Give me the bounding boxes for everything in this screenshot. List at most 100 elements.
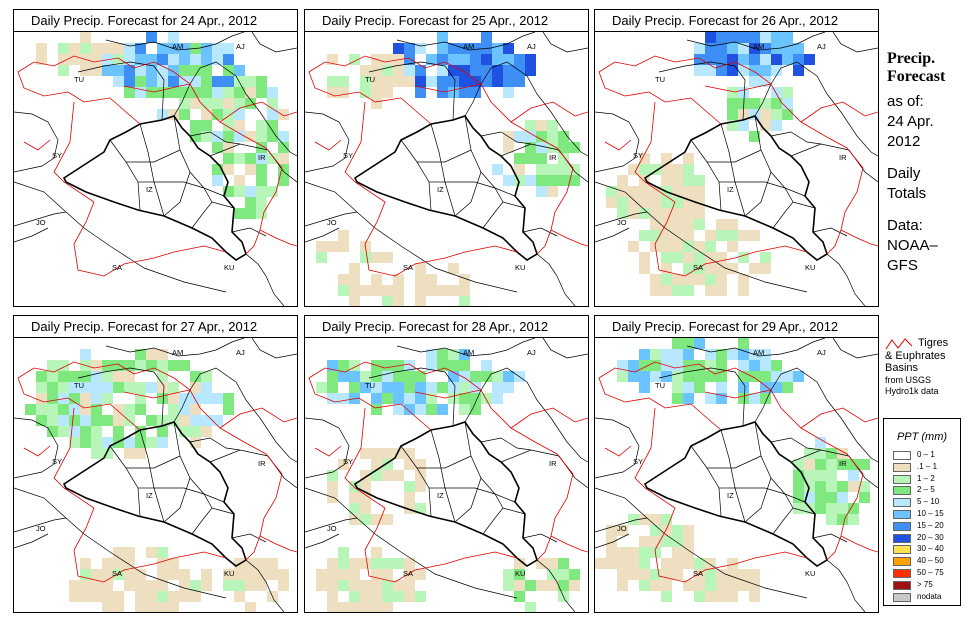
basin-legend-line3: Basins xyxy=(885,362,919,374)
country-label: AJ xyxy=(817,42,826,51)
country-label: SA xyxy=(112,263,122,272)
basin-legend-line1: Tigres xyxy=(918,337,949,349)
basin-legend-line5: Hydro1k data xyxy=(885,386,939,396)
country-label: SY xyxy=(52,151,62,160)
forecast-info: Precip. Forecast as of: 24 Apr. 2012 Dai… xyxy=(887,50,967,276)
country-label: AJ xyxy=(236,348,245,357)
legend-entry: > 75 xyxy=(893,579,957,591)
precip-map: AM AJ TU SY IR JO SA KU IZ xyxy=(305,338,588,612)
legend-swatch xyxy=(893,451,911,460)
legend-title: PPT (mm) xyxy=(896,431,948,443)
country-label: SY xyxy=(343,151,353,160)
country-label: SA xyxy=(403,569,413,578)
legend-entry: 5 – 10 xyxy=(893,497,957,508)
country-label: IZ xyxy=(146,491,153,500)
precip-map: AM AJ TU SY IR JO SA KU IZ xyxy=(14,338,297,612)
legend-label: 0 – 1 xyxy=(917,450,935,459)
precip-map: AM AJ TU SY IR JO SA KU IZ xyxy=(305,32,588,306)
country-label: AM xyxy=(172,42,183,51)
country-label: IZ xyxy=(437,185,444,194)
country-label: IR xyxy=(549,459,557,468)
panel-title: Daily Precip. Forecast for 25 Apr., 2012 xyxy=(305,10,588,32)
country-label: JO xyxy=(36,218,46,227)
legend-swatch xyxy=(893,486,911,496)
legend-swatch xyxy=(893,498,911,508)
legend-swatch xyxy=(893,521,911,531)
legend-label: nodata xyxy=(917,591,942,601)
legend-swatch xyxy=(893,592,911,602)
legend-swatch xyxy=(893,557,911,567)
legend-swatch xyxy=(893,510,911,519)
legend-label: .1 – 1 xyxy=(917,461,938,471)
legend-entry: nodata xyxy=(893,591,957,603)
country-label: JO xyxy=(327,524,337,533)
forecast-panel-28apr: Daily Precip. Forecast for 28 Apr., 2012… xyxy=(304,315,589,613)
legend-entry: 50 – 75 xyxy=(893,568,957,579)
country-label: KU xyxy=(515,263,525,272)
panel-title: Daily Precip. Forecast for 29 Apr., 2012 xyxy=(595,316,878,338)
precip-cells xyxy=(316,349,580,612)
data-source: NOAA– xyxy=(887,237,938,254)
country-label: AM xyxy=(463,348,474,357)
legend-swatch xyxy=(893,474,911,484)
daily-label: Daily xyxy=(887,165,921,182)
country-label: KU xyxy=(224,263,234,272)
legend-entry: 30 – 40 xyxy=(893,544,957,555)
precip-cells xyxy=(606,32,815,296)
forecast-panel-29apr: Daily Precip. Forecast for 29 Apr., 2012… xyxy=(594,315,879,613)
panel-title: Daily Precip. Forecast for 28 Apr., 2012 xyxy=(305,316,588,338)
legend-swatch xyxy=(893,569,911,578)
as-of-label: as of: xyxy=(887,93,924,110)
totals-label: Totals xyxy=(887,185,927,202)
country-label: SA xyxy=(693,263,703,272)
country-label: IZ xyxy=(437,491,444,500)
precip-map: AM AJ TU SY IR JO SA KU IZ xyxy=(595,338,878,612)
country-label: TU xyxy=(74,381,84,390)
panel-title: Daily Precip. Forecast for 27 Apr., 2012 xyxy=(14,316,297,338)
legend-swatch xyxy=(893,580,911,590)
forecast-panel-24apr: Daily Precip. Forecast for 24 Apr., 2012… xyxy=(13,9,298,307)
legend-label: > 75 xyxy=(917,579,933,589)
legend-label: 40 – 50 xyxy=(917,556,944,566)
legend-label: 2 – 5 xyxy=(917,485,935,495)
country-label: IR xyxy=(839,459,847,468)
forecast-panel-26apr: Daily Precip. Forecast for 26 Apr., 2012… xyxy=(594,9,879,307)
country-label: AJ xyxy=(527,42,536,51)
country-label: SA xyxy=(693,569,703,578)
country-label: SY xyxy=(343,457,353,466)
country-label: AM xyxy=(172,348,183,357)
legend-label: 10 – 15 xyxy=(917,509,944,518)
legend-label: 1 – 2 xyxy=(917,473,935,483)
country-label: IR xyxy=(839,153,847,162)
country-label: JO xyxy=(617,524,627,533)
country-label: SA xyxy=(403,263,413,272)
country-label: IZ xyxy=(727,491,734,500)
country-label: IR xyxy=(258,459,266,468)
as-of-date: 24 Apr. xyxy=(887,113,934,130)
legend-label: 50 – 75 xyxy=(917,568,944,577)
country-label: AJ xyxy=(817,348,826,357)
legend-swatch xyxy=(893,462,911,472)
country-label: AJ xyxy=(527,348,536,357)
country-label: KU xyxy=(224,569,234,578)
forecast-panel-25apr: Daily Precip. Forecast for 25 Apr., 2012… xyxy=(304,9,589,307)
legend-label: 20 – 30 xyxy=(917,532,944,542)
country-label: TU xyxy=(365,381,375,390)
country-label: KU xyxy=(805,263,815,272)
forecast-panel-27apr: Daily Precip. Forecast for 27 Apr., 2012… xyxy=(13,315,298,613)
heading-forecast: Forecast xyxy=(887,68,946,85)
country-label: TU xyxy=(655,75,665,84)
country-label: JO xyxy=(327,218,337,227)
precip-cells xyxy=(36,32,289,219)
panel-title: Daily Precip. Forecast for 24 Apr., 2012 xyxy=(14,10,297,32)
basin-line-icon xyxy=(885,338,913,350)
country-label: IZ xyxy=(727,185,734,194)
country-label: SA xyxy=(112,569,122,578)
legend-label: 30 – 40 xyxy=(917,544,944,554)
ppt-color-legend: PPT (mm) 0 – 1 .1 – 1 1 – 2 2 – 5 5 – 10 10 –… xyxy=(883,418,961,606)
precip-cells xyxy=(25,349,289,612)
legend-entry: 2 – 5 xyxy=(893,485,957,496)
legend-entry: 15 – 20 xyxy=(893,521,957,532)
as-of-year: 2012 xyxy=(887,133,921,150)
legend-entry: 0 – 1 xyxy=(893,450,957,461)
